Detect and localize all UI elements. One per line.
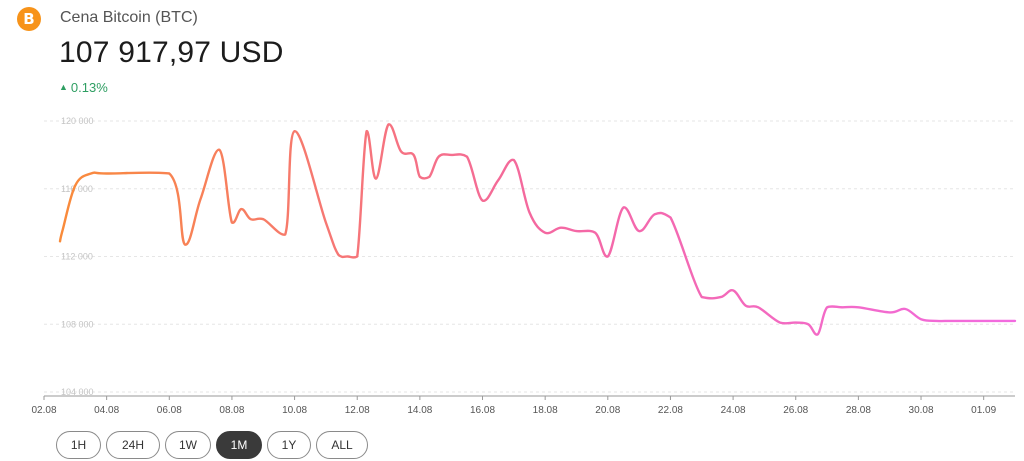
x-tick-label: 08.08 [219, 405, 244, 416]
time-range-selector: 1H 24H 1W 1M 1Y ALL [56, 431, 368, 459]
price-change: ▲ 0.13% [59, 80, 108, 95]
x-tick-label: 10.08 [282, 405, 307, 416]
x-tick-label: 14.08 [407, 405, 432, 416]
y-tick-label: 120 000 [61, 116, 94, 126]
x-tick-label: 26.08 [783, 405, 808, 416]
x-tick-label: 02.08 [31, 405, 56, 416]
y-tick-label: 108 000 [61, 319, 94, 329]
x-tick-label: 04.08 [94, 405, 119, 416]
price-change-value: 0.13% [70, 80, 108, 95]
x-tick-label: 18.08 [533, 405, 558, 416]
bitcoin-icon: B [17, 7, 41, 31]
range-button-all[interactable]: ALL [316, 431, 368, 459]
triangle-up-icon: ▲ [59, 82, 68, 92]
y-tick-label: 116 000 [61, 184, 93, 194]
x-tick-label: 12.08 [345, 405, 370, 416]
x-tick-label: 22.08 [658, 405, 683, 416]
x-tick-label: 16.08 [470, 405, 495, 416]
y-tick-label: 104 000 [61, 387, 94, 397]
coin-name: Cena Bitcoin (BTC) [60, 9, 198, 26]
price-line [58, 123, 1017, 336]
x-tick-label: 20.08 [595, 405, 620, 416]
range-button-1y[interactable]: 1Y [267, 431, 311, 459]
y-tick-label: 112 000 [61, 252, 93, 262]
x-tick-label: 28.08 [846, 405, 871, 416]
range-button-1m[interactable]: 1M [216, 431, 262, 459]
x-tick-label: 24.08 [721, 405, 746, 416]
current-price: 107 917,97 USD [59, 36, 284, 69]
x-tick-label: 30.08 [909, 405, 934, 416]
range-button-1h[interactable]: 1H [56, 431, 101, 459]
range-button-24h[interactable]: 24H [106, 431, 160, 459]
x-tick-label: 01.09 [971, 405, 996, 416]
price-chart: 104 000 108 000 112 000 116 000 120 000 02.0… [31, 116, 1017, 416]
range-button-1w[interactable]: 1W [165, 431, 211, 459]
x-tick-label: 06.08 [157, 405, 182, 416]
